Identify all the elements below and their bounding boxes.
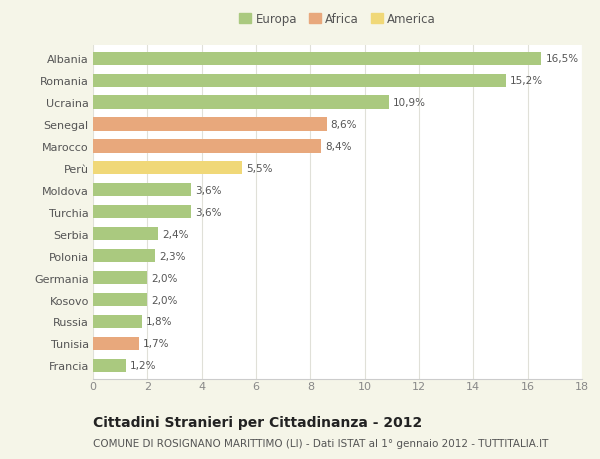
Bar: [93, 140, 321, 153]
Text: 15,2%: 15,2%: [510, 76, 543, 86]
Text: 8,6%: 8,6%: [331, 120, 357, 130]
Bar: [93, 162, 242, 175]
Text: 10,9%: 10,9%: [393, 98, 426, 108]
Bar: [93, 271, 148, 285]
Text: 5,5%: 5,5%: [247, 163, 273, 174]
Text: 2,4%: 2,4%: [162, 229, 189, 239]
Text: 2,0%: 2,0%: [151, 295, 178, 305]
Text: 1,2%: 1,2%: [130, 361, 156, 370]
Bar: [93, 96, 389, 109]
Text: 1,7%: 1,7%: [143, 339, 170, 349]
Bar: [93, 337, 139, 350]
Text: 2,3%: 2,3%: [160, 251, 186, 261]
Text: 3,6%: 3,6%: [195, 207, 221, 217]
Text: 1,8%: 1,8%: [146, 317, 172, 327]
Bar: [93, 228, 158, 241]
Bar: [93, 118, 326, 131]
Text: 8,4%: 8,4%: [325, 142, 352, 151]
Text: COMUNE DI ROSIGNANO MARITTIMO (LI) - Dati ISTAT al 1° gennaio 2012 - TUTTITALIA.: COMUNE DI ROSIGNANO MARITTIMO (LI) - Dat…: [93, 438, 548, 448]
Text: Cittadini Stranieri per Cittadinanza - 2012: Cittadini Stranieri per Cittadinanza - 2…: [93, 415, 422, 429]
Bar: [93, 74, 506, 88]
Bar: [93, 359, 125, 372]
Bar: [93, 206, 191, 219]
Bar: [93, 52, 541, 66]
Bar: [93, 293, 148, 307]
Text: 16,5%: 16,5%: [545, 54, 578, 64]
Text: 2,0%: 2,0%: [151, 273, 178, 283]
Text: 3,6%: 3,6%: [195, 185, 221, 196]
Bar: [93, 315, 142, 328]
Bar: [93, 184, 191, 197]
Legend: Europa, Africa, America: Europa, Africa, America: [234, 9, 441, 31]
Bar: [93, 250, 155, 263]
